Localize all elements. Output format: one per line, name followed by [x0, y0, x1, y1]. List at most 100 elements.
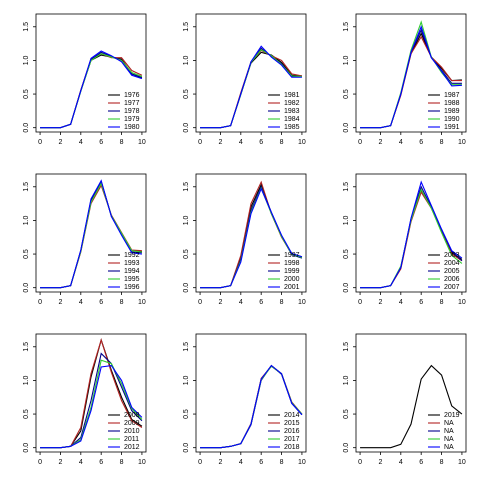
- x-tick-label: 4: [399, 299, 403, 306]
- legend-label: 1980: [124, 124, 140, 131]
- x-tick-label: 10: [458, 459, 466, 466]
- x-tick-label: 10: [138, 139, 146, 146]
- legend-label: 1995: [124, 276, 140, 283]
- x-tick-label: 2: [58, 139, 62, 146]
- legend-label: NA: [444, 420, 454, 427]
- y-tick-label: 0.5: [183, 89, 190, 99]
- x-tick-label: 10: [298, 459, 306, 466]
- x-tick-label: 2: [378, 299, 382, 306]
- legend-label: 1996: [124, 284, 140, 291]
- y-tick-label: 0.0: [343, 283, 350, 293]
- y-tick-label: 0.0: [183, 443, 190, 453]
- y-tick-label: 0.0: [23, 443, 30, 453]
- x-tick-label: 4: [239, 299, 243, 306]
- x-tick-label: 8: [120, 459, 124, 466]
- x-tick-label: 4: [239, 459, 243, 466]
- series-line: [360, 25, 462, 129]
- legend-label: 2006: [444, 276, 460, 283]
- legend-label: 1982: [284, 100, 300, 107]
- legend-label: 2005: [444, 268, 460, 275]
- x-tick-label: 8: [280, 299, 284, 306]
- x-tick-label: 6: [259, 459, 263, 466]
- x-tick-label: 2: [58, 459, 62, 466]
- series-line: [40, 365, 143, 449]
- y-tick-label: 0.5: [23, 249, 30, 259]
- y-tick-label: 1.0: [343, 55, 350, 65]
- y-tick-label: 0.0: [23, 123, 30, 133]
- legend-label: 2009: [124, 420, 140, 427]
- y-tick-label: 0.5: [183, 249, 190, 259]
- legend-label: 1993: [124, 260, 140, 267]
- plot-frame: [355, 13, 467, 133]
- y-tick-label: 1.0: [23, 55, 30, 65]
- legend-label: 1994: [124, 268, 140, 275]
- x-tick-label: 0: [38, 139, 42, 146]
- x-tick-label: 0: [38, 459, 42, 466]
- legend-label: 1978: [124, 108, 140, 115]
- x-tick-label: 8: [440, 459, 444, 466]
- y-tick-label: 1.5: [343, 22, 350, 32]
- legend-label: 1999: [284, 268, 300, 275]
- y-tick-label: 0.5: [343, 249, 350, 259]
- x-tick-label: 10: [458, 299, 466, 306]
- legend-label: 1981: [284, 92, 300, 99]
- y-tick-label: 0.5: [343, 409, 350, 419]
- legend-label: 2000: [284, 276, 300, 283]
- series-line: [200, 45, 302, 129]
- x-tick-label: 2: [218, 299, 222, 306]
- x-tick-label: 8: [280, 139, 284, 146]
- plot-frame: [195, 173, 307, 293]
- x-tick-label: 4: [239, 139, 243, 146]
- x-tick-label: 10: [458, 139, 466, 146]
- legend-label: 2014: [284, 412, 300, 419]
- y-tick-label: 1.0: [343, 215, 350, 225]
- plot-frame: [195, 333, 307, 453]
- x-tick-label: 6: [419, 139, 423, 146]
- x-tick-label: 0: [38, 299, 42, 306]
- x-tick-label: 4: [79, 139, 83, 146]
- y-tick-label: 1.0: [183, 375, 190, 385]
- y-tick-label: 0.0: [23, 283, 30, 293]
- y-tick-label: 0.0: [343, 443, 350, 453]
- y-tick-label: 1.0: [23, 215, 30, 225]
- legend-label: 1989: [444, 108, 460, 115]
- x-tick-label: 4: [399, 459, 403, 466]
- legend-label: 2018: [284, 444, 300, 451]
- x-tick-label: 4: [399, 139, 403, 146]
- y-tick-label: 0.0: [343, 123, 350, 133]
- x-tick-label: 2: [378, 139, 382, 146]
- y-tick-label: 1.5: [23, 22, 30, 32]
- legend-label: 2017: [284, 436, 300, 443]
- x-tick-label: 10: [298, 299, 306, 306]
- legend-label: NA: [444, 428, 454, 435]
- x-tick-label: 6: [259, 139, 263, 146]
- x-tick-label: 0: [358, 139, 362, 146]
- x-tick-label: 6: [99, 459, 103, 466]
- x-tick-label: 8: [120, 299, 124, 306]
- legend-label: 1985: [284, 124, 300, 131]
- plot-frame: [355, 333, 467, 453]
- legend-label: 2015: [284, 420, 300, 427]
- x-tick-label: 2: [218, 459, 222, 466]
- legend-label: 1992: [124, 252, 140, 259]
- y-tick-label: 1.0: [183, 55, 190, 65]
- x-tick-label: 2: [378, 459, 382, 466]
- y-tick-label: 1.5: [183, 182, 190, 192]
- plot-frame: [35, 333, 147, 453]
- plot-frame: [35, 173, 147, 293]
- x-tick-label: 4: [79, 299, 83, 306]
- x-tick-label: 2: [58, 299, 62, 306]
- x-tick-label: 0: [358, 299, 362, 306]
- y-tick-label: 1.0: [183, 215, 190, 225]
- series-line: [40, 50, 143, 129]
- legend-label: 2019: [444, 412, 460, 419]
- x-tick-label: 8: [120, 139, 124, 146]
- x-tick-label: 10: [298, 139, 306, 146]
- legend-label: 2011: [124, 436, 139, 443]
